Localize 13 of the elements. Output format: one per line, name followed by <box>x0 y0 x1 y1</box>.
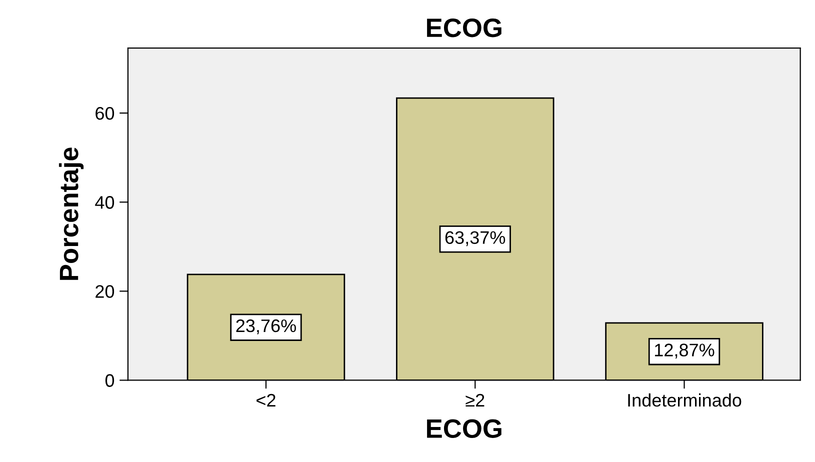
y-tick-label: 40 <box>95 196 114 209</box>
y-tick-label: 0 <box>105 374 114 387</box>
data-label: 23,76% <box>236 319 296 334</box>
x-tick-label: <2 <box>256 394 276 407</box>
x-tick-label: ≥2 <box>466 394 484 407</box>
data-label: 12,87% <box>655 344 714 359</box>
y-tick-label: 60 <box>96 106 114 120</box>
chart-title: ECOG <box>427 18 502 38</box>
data-label: 63,37% <box>445 231 506 246</box>
y-tick-label: 20 <box>96 285 114 298</box>
x-tick-label: Indeterminado <box>628 393 742 407</box>
x-axis-title: ECOG <box>427 419 502 438</box>
y-axis-title: Porcentaje <box>58 148 84 280</box>
